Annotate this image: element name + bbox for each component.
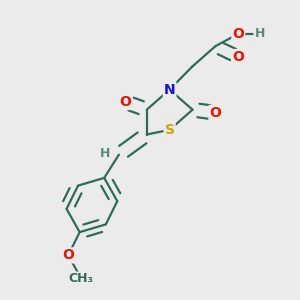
Text: H: H (254, 27, 265, 40)
Text: O: O (232, 27, 244, 41)
Text: S: S (165, 123, 175, 137)
Text: H: H (100, 147, 111, 160)
Text: O: O (232, 50, 244, 64)
Text: N: N (164, 82, 176, 97)
Text: O: O (209, 106, 221, 120)
Text: CH₃: CH₃ (69, 272, 94, 285)
Text: O: O (62, 248, 74, 262)
Text: O: O (119, 95, 131, 109)
